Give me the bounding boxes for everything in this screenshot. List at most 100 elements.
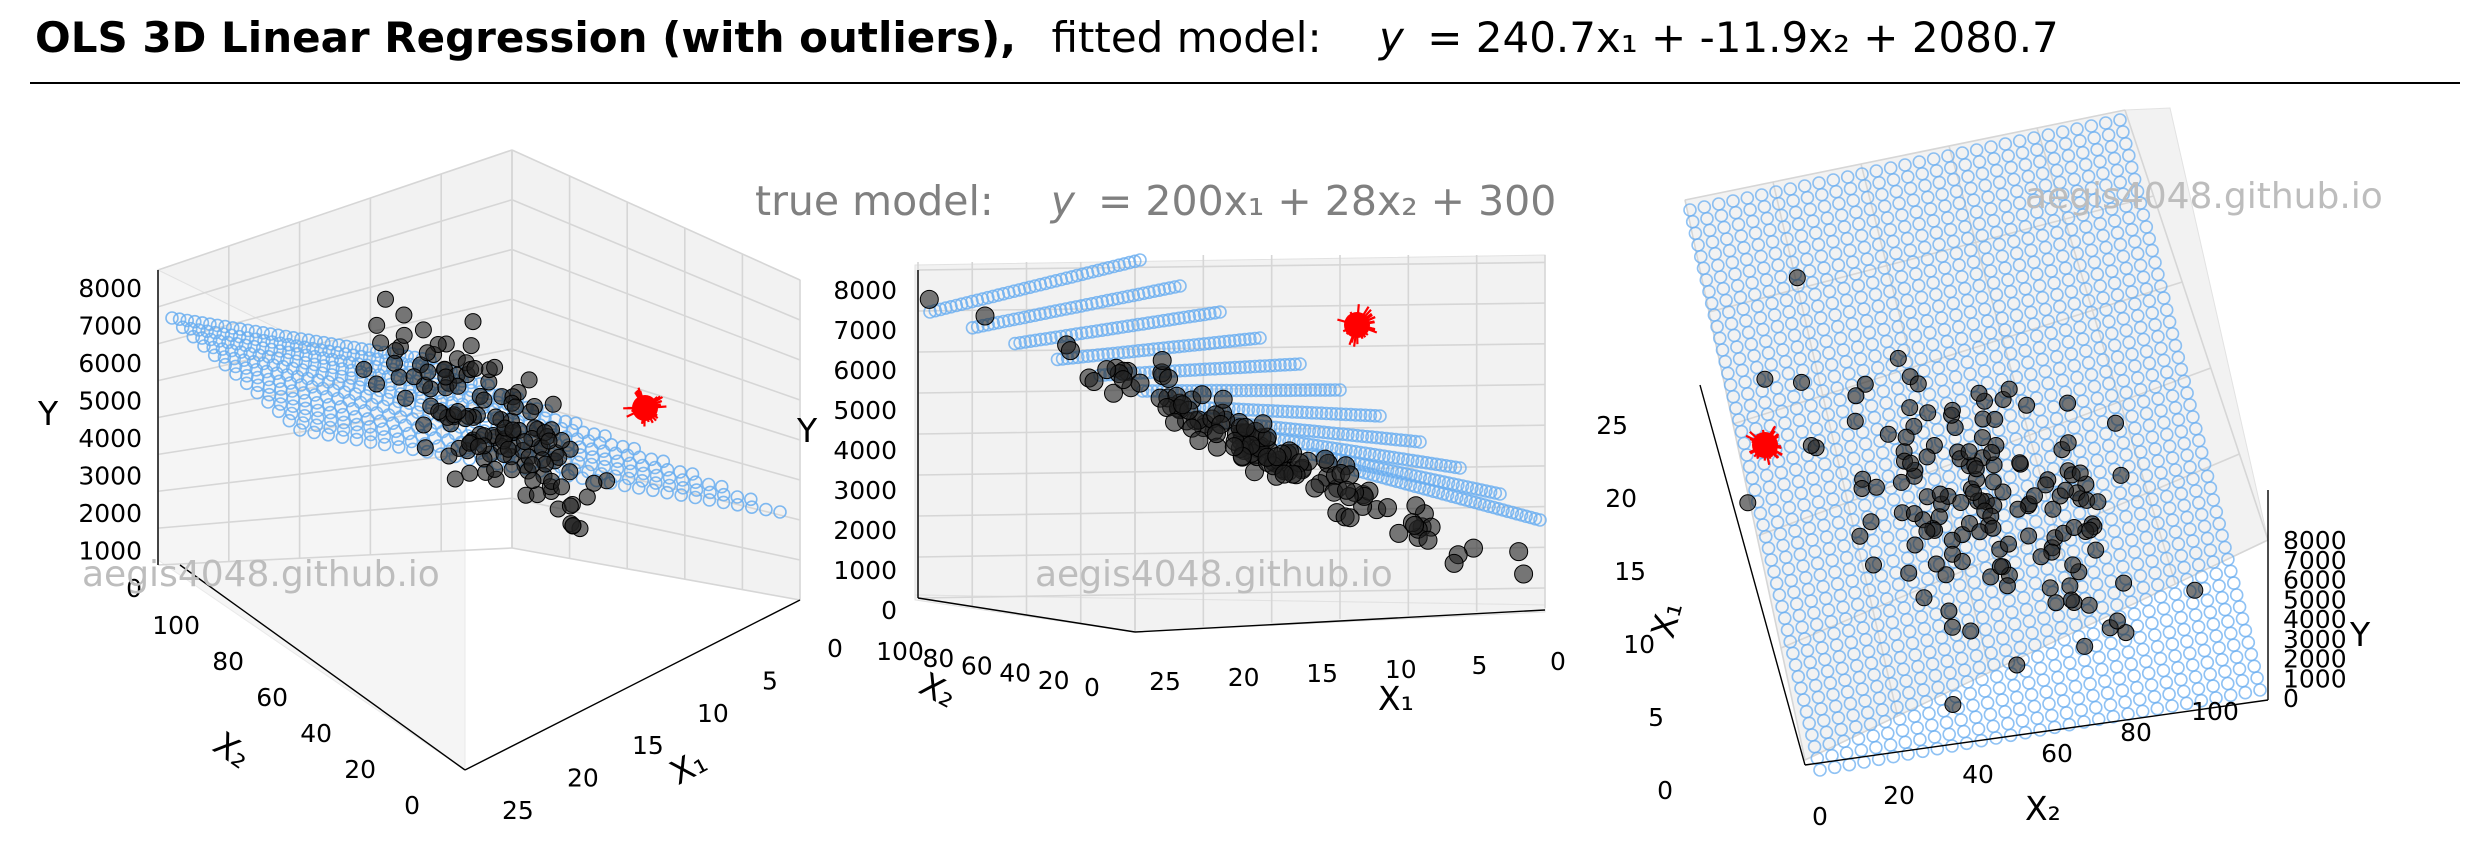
mid-plane-marker (1244, 383, 1258, 398)
mid-plane-marker (1007, 284, 1021, 299)
mid-plane-marker (1292, 423, 1307, 437)
left-plane-marker (270, 351, 285, 366)
left-plane-marker (635, 473, 650, 488)
right-plane-marker (2033, 661, 2048, 676)
left-plane-marker (335, 430, 350, 445)
left-plane-marker (660, 462, 675, 477)
left-plane-marker (305, 364, 320, 379)
right-data-point (1905, 505, 1923, 523)
right-data-point (2061, 577, 2079, 595)
left-plane-marker (255, 341, 270, 355)
left-plane-marker (218, 319, 232, 334)
mid-plane-marker (1157, 282, 1172, 296)
right-data-point (2065, 519, 2083, 536)
mid-plane-marker (1243, 332, 1257, 346)
mid-plane-marker (1308, 383, 1323, 397)
mid-plane-marker (1278, 421, 1293, 436)
left-data-point (430, 403, 448, 420)
left-plane-marker (685, 467, 700, 481)
left-plane-marker (256, 325, 270, 340)
left-plane-marker (701, 477, 716, 492)
mid-plane-marker (1065, 270, 1079, 284)
left-data-point (499, 440, 517, 458)
left-plane-marker (674, 488, 689, 502)
right-plane-marker (2062, 717, 2077, 732)
left-plane-marker (347, 340, 361, 355)
mid-plane-marker (1355, 429, 1370, 444)
left-plane-marker (282, 413, 297, 428)
right-data-point (1909, 375, 1927, 393)
mid-plane-marker (1101, 347, 1115, 361)
mid-plane-marker (1141, 316, 1156, 330)
mid-y-tick: 6000 (833, 356, 897, 385)
right-plane-marker (1922, 706, 1936, 721)
right-plane-marker (2191, 620, 2206, 634)
right-plane-marker (2083, 677, 2097, 691)
mid-plane-marker (1258, 359, 1272, 373)
mid-plane-marker (996, 314, 1011, 329)
left-outlier-core (632, 395, 658, 421)
mid-plane-marker (1043, 305, 1058, 319)
mid-plane-marker (1018, 335, 1033, 349)
right-plane-marker (2098, 674, 2112, 689)
mid-y-tick: 7000 (833, 316, 897, 345)
left-plane-marker (773, 505, 787, 519)
mid-plane-marker (1283, 383, 1298, 398)
mid-plane-marker (1408, 469, 1423, 483)
left-x1-tick: 10 (697, 699, 729, 728)
mid-plane-marker (1336, 427, 1350, 442)
mid-plane-marker (1385, 464, 1399, 478)
mid-plane-marker (1451, 478, 1465, 492)
right-plane-marker (2060, 644, 2074, 659)
right-data-point (2071, 464, 2089, 482)
right-gridline (1684, 109, 2126, 201)
mid-plane-marker (944, 299, 958, 314)
right-x2-label: X₂ (2025, 789, 2061, 828)
mid-plane-marker (1341, 427, 1355, 442)
mid-plane-marker (1228, 360, 1242, 375)
mid-plane-marker (1064, 301, 1078, 315)
mid-plane-marker (1212, 335, 1227, 350)
right-plane-marker (1998, 704, 2012, 719)
mid-plane-marker (1107, 259, 1121, 274)
mid-x2-label: X₂ (913, 664, 963, 715)
right-data-point (1793, 373, 1810, 391)
left-plane-marker (688, 490, 703, 505)
left-plane-marker (233, 322, 248, 336)
panel-left: 0100020003000400050006000700080000204060… (37, 149, 843, 825)
mid-plane-marker (1136, 317, 1150, 331)
right-plane-marker (2221, 614, 2235, 629)
right-plane-marker (2039, 685, 2053, 699)
mid-plane-marker (1121, 319, 1135, 334)
left-y-tick: 7000 (78, 312, 142, 341)
mid-data-points (919, 289, 1534, 584)
right-x2-axis-line (1804, 699, 2269, 766)
mid-outliers (1337, 304, 1378, 347)
right-data-point (1918, 522, 1936, 540)
right-data-point (1879, 425, 1897, 443)
mid-plane-marker (1344, 444, 1358, 458)
mid-plane-marker (1192, 308, 1207, 323)
left-y-tick: 3000 (78, 462, 142, 491)
mid-data-point (1173, 395, 1193, 415)
left-plane-marker (389, 424, 403, 439)
right-plane-marker (1910, 721, 1924, 735)
left-data-point (544, 395, 562, 413)
right-plane-marker (1839, 746, 1854, 760)
mid-x1-axis-line (1134, 609, 1546, 633)
left-plane-marker (295, 363, 310, 377)
left-plane-marker (271, 328, 286, 343)
right-plane-marker (2130, 680, 2144, 695)
mid-plane-marker (970, 293, 985, 308)
right-data-point (1965, 484, 1982, 501)
mid-plane-marker (1422, 472, 1437, 486)
mid-plane-marker (1455, 479, 1470, 493)
right-plane-marker (1945, 739, 1959, 753)
mid-plane-marker (1415, 455, 1429, 469)
mid-plane-marker (1096, 347, 1110, 362)
mid-plane-marker (1095, 323, 1109, 338)
left-data-point (540, 432, 558, 450)
right-plane-marker (1886, 749, 1901, 764)
mid-plane-marker (1309, 406, 1324, 420)
